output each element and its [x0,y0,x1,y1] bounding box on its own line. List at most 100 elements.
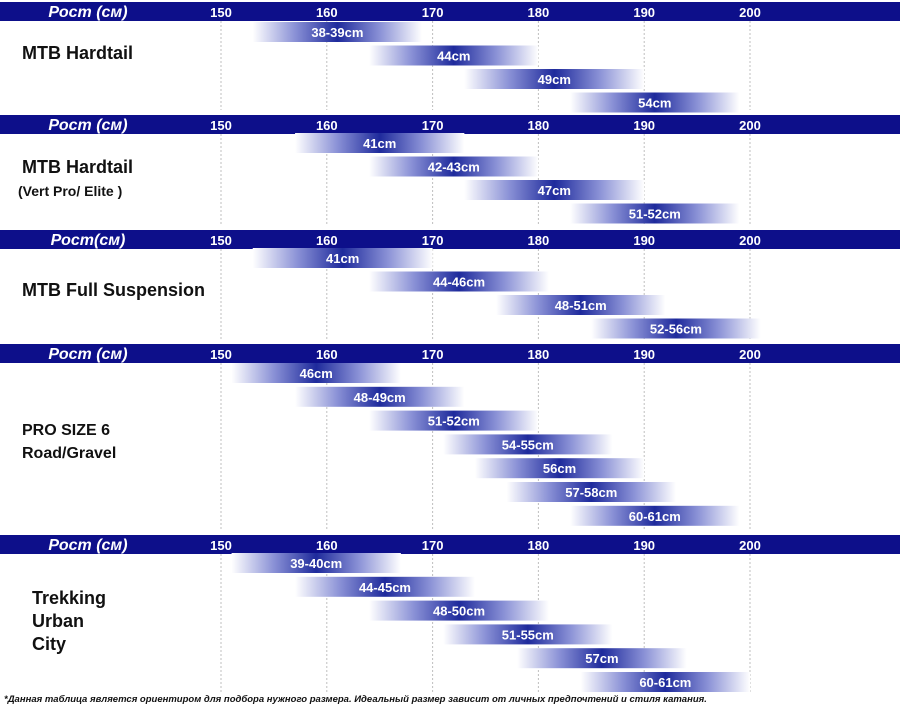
category-subtitle: Road/Gravel [22,445,116,462]
size-bar-label: 46cm [300,366,333,381]
tick-label: 160 [316,233,338,248]
tick-label: 180 [528,538,550,553]
size-bar-label: 48-50cm [433,604,485,619]
size-bar-label: 41cm [363,136,396,151]
tick-label: 190 [633,5,655,20]
size-bar [369,45,539,66]
size-bar [496,295,666,315]
panel-header-bar [0,115,900,134]
tick-label: 190 [633,118,655,133]
size-bar [369,271,549,292]
tick-label: 150 [210,5,232,20]
category-subtitle: City [32,634,66,654]
tick-label: 170 [422,347,444,362]
size-bar [464,69,645,89]
size-bar-label: 44-45cm [359,580,411,595]
tick-label: 180 [528,5,550,20]
tick-label: 180 [528,347,550,362]
tick-label: 190 [633,538,655,553]
size-bar [295,133,465,153]
size-bar [295,386,465,407]
tick-label: 180 [528,118,550,133]
size-bar-label: 44cm [437,49,470,64]
size-bar [464,180,645,200]
size-bar [369,156,539,177]
tick-label: 190 [633,233,655,248]
size-bar-label: 42-43cm [428,160,480,175]
tick-label: 200 [739,233,761,248]
tick-label: 150 [210,538,232,553]
size-bar-label: 60-61cm [629,509,681,524]
size-panel: Рост (см) 150 160 170 180 190 200 MTB Hardtail (… [0,115,900,225]
size-bar-label: 54-55cm [502,437,554,452]
category-title: MTB Hardtail [22,157,133,177]
size-bar [443,624,613,645]
tick-label: 160 [316,5,338,20]
category-title: PRO SIZE 6 [22,422,110,439]
tick-label: 170 [422,118,444,133]
size-bar [570,505,740,526]
size-bar [369,410,539,431]
footnote: *Данная таблица является ориентиром для … [4,694,707,705]
size-bar-label: 49cm [538,72,571,87]
tick-label: 180 [528,233,550,248]
size-bar [295,576,475,597]
size-bar-label: 57-58cm [565,485,617,500]
size-bar-label: 47cm [538,183,571,198]
panel-header-bar [0,2,900,21]
size-bar-label: 38-39cm [311,25,363,40]
tick-label: 170 [422,538,444,553]
category-title: MTB Hardtail [22,43,133,63]
size-bar-label: 39-40cm [290,556,342,571]
category-title: Trekking [32,588,106,608]
header-axis-label: Рост (см) [48,117,127,134]
tick-label: 150 [210,118,232,133]
size-bar-label: 54cm [638,96,671,111]
size-bar [506,482,676,502]
size-bar-label: 48-49cm [354,390,406,405]
size-bar [591,318,761,339]
tick-label: 150 [210,233,232,248]
size-bar-label: 51-52cm [629,207,681,222]
size-panel: Рост (см) 150 160 170 180 190 200 Trekking Urban… [0,535,900,694]
size-bar-label: 48-51cm [555,298,607,313]
header-axis-label: Рост (см) [48,537,127,554]
size-panel: Рост (см) 150 160 170 180 190 200 PRO SIZE 6 Roa… [0,344,900,530]
tick-label: 200 [739,347,761,362]
tick-label: 200 [739,538,761,553]
size-bar-label: 60-61cm [639,675,691,690]
tick-label: 170 [422,233,444,248]
size-bar [231,363,401,383]
size-bar [570,92,740,113]
category-subtitle: (Vert Pro/ Elite ) [18,183,122,199]
tick-label: 190 [633,347,655,362]
size-bar-label: 41cm [326,251,359,266]
size-bar [231,553,401,573]
tick-label: 200 [739,5,761,20]
size-bar-label: 51-52cm [428,414,480,429]
size-bar [570,203,740,224]
size-bar [474,458,645,479]
header-axis-label: Рост (см) [48,346,127,363]
size-bar [369,600,549,621]
tick-label: 170 [422,5,444,20]
size-bar [580,672,750,692]
size-bar-label: 44-46cm [433,275,485,290]
tick-label: 200 [739,118,761,133]
panel-header-bar [0,535,900,554]
size-panel: Рост (см) 150 160 170 180 190 200 MTB Hardtail 3… [0,2,900,113]
tick-label: 160 [316,538,338,553]
panel-header-bar [0,344,900,363]
tick-label: 150 [210,347,232,362]
size-panel: Рост(см) 150 160 170 180 190 200 MTB Full Suspe… [0,230,900,340]
size-bar [517,648,687,669]
size-bar-label: 51-55cm [502,627,554,642]
header-axis-label: Рост(см) [51,232,126,249]
panel-header-bar [0,230,900,249]
header-axis-label: Рост (см) [48,4,127,21]
category-title: MTB Full Suspension [22,280,205,300]
size-bar [252,22,423,42]
size-bar-label: 57cm [585,651,618,666]
size-bar-label: 56cm [543,461,576,476]
tick-label: 160 [316,347,338,362]
